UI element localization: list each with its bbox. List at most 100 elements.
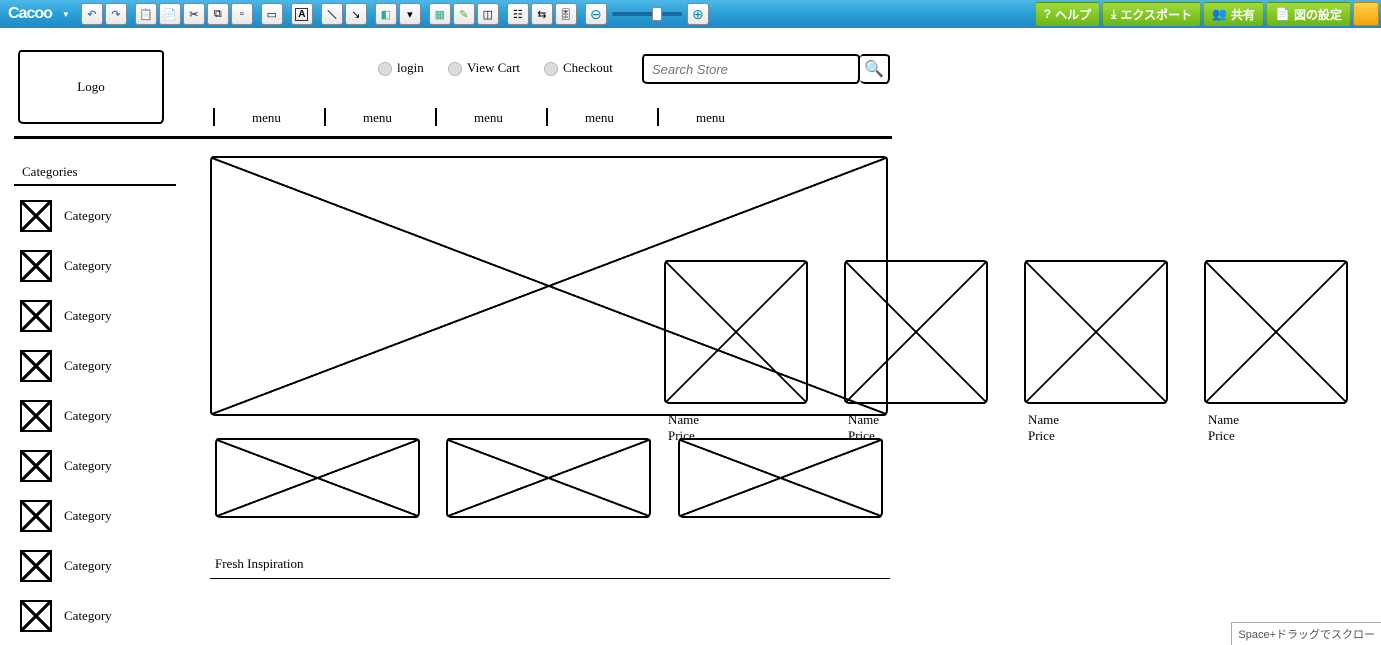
line-button[interactable] bbox=[321, 3, 343, 25]
wf-menu-5[interactable]: menu bbox=[696, 110, 725, 126]
align-button[interactable]: ☷ bbox=[507, 3, 529, 25]
save-button[interactable] bbox=[1353, 2, 1379, 26]
wf-section-rule bbox=[210, 578, 890, 579]
wf-product-1-image[interactable] bbox=[664, 260, 808, 404]
distribute-button[interactable]: ⇆ bbox=[531, 3, 553, 25]
style-extra-button[interactable]: ▾ bbox=[399, 3, 421, 25]
radio-icon bbox=[544, 62, 558, 76]
canvas[interactable]: Logo login View Cart Checkout 🔍 menu men… bbox=[0, 28, 1381, 645]
wf-category-label: Category bbox=[64, 258, 112, 274]
clipboard-group: 📋 📄 ✂ ⧉ ▫ bbox=[134, 3, 254, 25]
wf-categories-title: Categories bbox=[22, 164, 78, 180]
connector-button[interactable]: ↘ bbox=[345, 3, 367, 25]
zoom-slider[interactable] bbox=[612, 12, 682, 16]
wf-category-9[interactable]: Category bbox=[20, 600, 112, 632]
copy-button[interactable]: 📋 bbox=[135, 3, 157, 25]
share-button[interactable]: 👥 共有 bbox=[1203, 2, 1264, 26]
wf-category-label: Category bbox=[64, 458, 112, 474]
wf-banner-3[interactable] bbox=[678, 438, 883, 518]
placeholder-icon bbox=[20, 250, 52, 282]
wf-banner-2[interactable] bbox=[446, 438, 651, 518]
help-label: ヘルプ bbox=[1055, 6, 1091, 23]
history-group: ↶ ↷ bbox=[80, 3, 128, 25]
help-button[interactable]: ? ヘルプ bbox=[1035, 2, 1100, 26]
clip-extra-button[interactable]: ▫ bbox=[231, 3, 253, 25]
wf-category-4[interactable]: Category bbox=[20, 350, 112, 382]
wf-product-1-name: Name bbox=[668, 412, 699, 428]
wf-category-label: Category bbox=[64, 558, 112, 574]
wf-product-2-price: Price bbox=[848, 428, 875, 444]
settings-label: 図の設定 bbox=[1294, 6, 1342, 23]
wf-menu-2[interactable]: menu bbox=[363, 110, 392, 126]
wf-menu-1[interactable]: menu bbox=[252, 110, 281, 126]
radio-icon bbox=[448, 62, 462, 76]
zoom-slider-thumb[interactable] bbox=[652, 7, 662, 21]
wf-category-3[interactable]: Category bbox=[20, 300, 112, 332]
wf-category-6[interactable]: Category bbox=[20, 450, 112, 482]
text-button[interactable]: A bbox=[291, 3, 313, 25]
shape-button[interactable]: ▭ bbox=[261, 3, 283, 25]
settings-icon: 📄 bbox=[1275, 7, 1290, 21]
help-icon: ? bbox=[1044, 7, 1051, 21]
status-hint: Space+ドラッグでスクロー bbox=[1231, 622, 1381, 645]
placeholder-icon bbox=[20, 550, 52, 582]
placeholder-icon bbox=[20, 500, 52, 532]
adjust-button[interactable]: 🎚 bbox=[555, 3, 577, 25]
diagram-settings-button[interactable]: 📄 図の設定 bbox=[1266, 2, 1351, 26]
wf-category-8[interactable]: Category bbox=[20, 550, 112, 582]
toolbar-right: ? ヘルプ ⤓ エクスポート 👥 共有 📄 図の設定 bbox=[1035, 2, 1379, 26]
wf-checkout-link[interactable]: Checkout bbox=[544, 60, 613, 76]
undo-button[interactable]: ↶ bbox=[81, 3, 103, 25]
share-icon: 👥 bbox=[1212, 7, 1227, 21]
wf-login-link[interactable]: login bbox=[378, 60, 424, 76]
wf-category-label: Category bbox=[64, 308, 112, 324]
wf-category-1[interactable]: Category bbox=[20, 200, 112, 232]
wf-product-4-image[interactable] bbox=[1204, 260, 1348, 404]
app-toolbar: Cacoo ▼ ↶ ↷ 📋 📄 ✂ ⧉ ▫ ▭ A ↘ ◧ ▾ ◫ ☷ ⇆ 🎚 bbox=[0, 0, 1381, 28]
zoom-in-button[interactable] bbox=[687, 3, 709, 25]
wf-category-label: Category bbox=[64, 208, 112, 224]
brand-logo[interactable]: Cacoo bbox=[2, 2, 58, 26]
zoom-out-button[interactable] bbox=[585, 3, 607, 25]
placeholder-icon bbox=[20, 350, 52, 382]
stencil-button[interactable]: ◫ bbox=[477, 3, 499, 25]
wf-section-heading: Fresh Inspiration bbox=[215, 556, 303, 572]
placeholder-icon bbox=[20, 600, 52, 632]
wf-product-2-name: Name bbox=[848, 412, 879, 428]
wf-product-3-image[interactable] bbox=[1024, 260, 1168, 404]
wf-banner-1[interactable] bbox=[215, 438, 420, 518]
search-icon: 🔍 bbox=[864, 59, 884, 79]
wf-product-2-image[interactable] bbox=[844, 260, 988, 404]
wf-category-2[interactable]: Category bbox=[20, 250, 112, 282]
duplicate-button[interactable]: ⧉ bbox=[207, 3, 229, 25]
placeholder-icon bbox=[20, 450, 52, 482]
wf-category-7[interactable]: Category bbox=[20, 500, 112, 532]
placeholder-icon bbox=[20, 400, 52, 432]
wf-header-rule bbox=[14, 136, 892, 139]
fill-button[interactable]: ◧ bbox=[375, 3, 397, 25]
wf-menu-3[interactable]: menu bbox=[474, 110, 503, 126]
zoom-group bbox=[584, 3, 710, 25]
wf-search-input[interactable] bbox=[642, 54, 860, 84]
wf-search-button[interactable]: 🔍 bbox=[860, 54, 890, 84]
placeholder-icon bbox=[20, 200, 52, 232]
wf-viewcart-link[interactable]: View Cart bbox=[448, 60, 520, 76]
placeholder-icon bbox=[20, 300, 52, 332]
table-button[interactable] bbox=[429, 3, 451, 25]
wf-category-5[interactable]: Category bbox=[20, 400, 112, 432]
wf-product-3-price: Price bbox=[1028, 428, 1055, 444]
wf-category-label: Category bbox=[64, 408, 112, 424]
brand-dropdown-icon[interactable]: ▼ bbox=[58, 10, 74, 19]
wf-product-3-name: Name bbox=[1028, 412, 1059, 428]
share-label: 共有 bbox=[1231, 6, 1255, 23]
wf-category-label: Category bbox=[64, 508, 112, 524]
paste-button[interactable]: 📄 bbox=[159, 3, 181, 25]
export-icon: ⤓ bbox=[1111, 7, 1116, 22]
export-button[interactable]: ⤓ エクスポート bbox=[1102, 2, 1201, 26]
freehand-button[interactable] bbox=[453, 3, 475, 25]
wf-menu-4[interactable]: menu bbox=[585, 110, 614, 126]
wf-logo-box[interactable]: Logo bbox=[18, 50, 164, 124]
redo-button[interactable]: ↷ bbox=[105, 3, 127, 25]
cut-button[interactable]: ✂ bbox=[183, 3, 205, 25]
wf-checkout-label: Checkout bbox=[563, 60, 613, 75]
